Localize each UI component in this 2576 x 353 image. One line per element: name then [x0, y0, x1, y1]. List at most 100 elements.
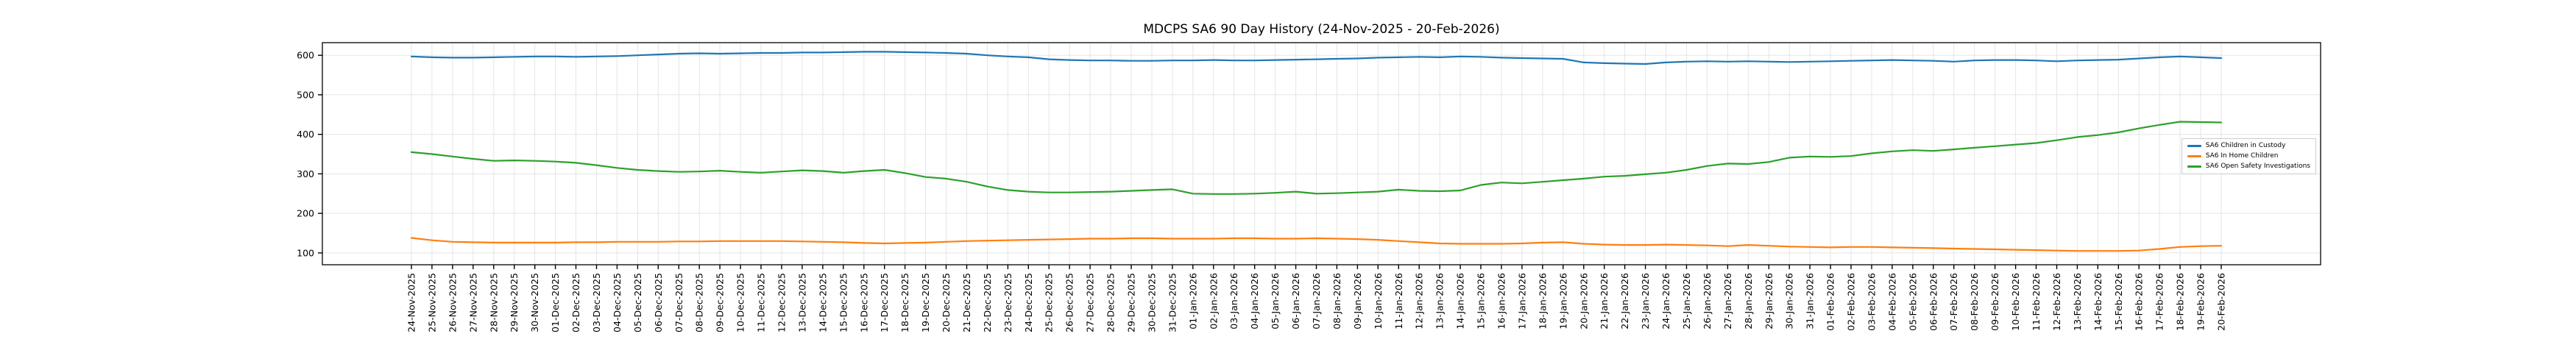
svg-text:09-Feb-2026: 09-Feb-2026 — [1989, 273, 2000, 331]
svg-text:16-Feb-2026: 16-Feb-2026 — [2134, 273, 2145, 331]
svg-text:06-Jan-2026: 06-Jan-2026 — [1290, 273, 1301, 329]
svg-text:03-Feb-2026: 03-Feb-2026 — [1866, 273, 1878, 331]
svg-text:04-Feb-2026: 04-Feb-2026 — [1886, 273, 1897, 331]
svg-text:25-Dec-2025: 25-Dec-2025 — [1044, 273, 1055, 332]
svg-text:17-Dec-2025: 17-Dec-2025 — [879, 273, 890, 332]
svg-text:15-Dec-2025: 15-Dec-2025 — [838, 273, 849, 332]
grid — [322, 43, 2321, 265]
axes-spines — [322, 42, 2321, 265]
x-tick-labels: 24-Nov-2025 25-Nov-2025 26-Nov-2025 27-Nov-… — [406, 273, 2227, 332]
svg-text:13-Feb-2026: 13-Feb-2026 — [2072, 273, 2083, 331]
svg-text:14-Jan-2026: 14-Jan-2026 — [1455, 273, 1466, 329]
svg-text:28-Dec-2025: 28-Dec-2025 — [1105, 273, 1117, 332]
svg-text:01-Jan-2026: 01-Jan-2026 — [1187, 273, 1198, 329]
svg-text:29-Dec-2025: 29-Dec-2025 — [1126, 273, 1137, 332]
svg-text:30-Jan-2026: 30-Jan-2026 — [1784, 273, 1795, 329]
svg-text:19-Feb-2026: 19-Feb-2026 — [2195, 273, 2207, 331]
ticks — [318, 54, 2222, 269]
svg-text:10-Feb-2026: 10-Feb-2026 — [2010, 273, 2021, 331]
svg-text:09-Dec-2025: 09-Dec-2025 — [715, 273, 726, 332]
svg-text:19-Dec-2025: 19-Dec-2025 — [920, 273, 931, 332]
svg-text:09-Jan-2026: 09-Jan-2026 — [1352, 273, 1363, 329]
svg-text:07-Jan-2026: 07-Jan-2026 — [1311, 273, 1322, 329]
legend-label: SA6 In Home Children — [2205, 152, 2279, 160]
svg-text:100: 100 — [297, 247, 314, 258]
svg-text:400: 400 — [297, 129, 314, 140]
legend-item-in-home-children: SA6 In Home Children — [2187, 152, 2310, 160]
svg-text:10-Jan-2026: 10-Jan-2026 — [1373, 273, 1384, 329]
svg-text:05-Feb-2026: 05-Feb-2026 — [1907, 273, 1918, 331]
svg-text:26-Dec-2025: 26-Dec-2025 — [1064, 273, 1075, 332]
svg-text:07-Feb-2026: 07-Feb-2026 — [1948, 273, 1959, 331]
svg-text:17-Jan-2026: 17-Jan-2026 — [1516, 273, 1527, 329]
svg-text:13-Jan-2026: 13-Jan-2026 — [1434, 273, 1446, 329]
svg-text:05-Jan-2026: 05-Jan-2026 — [1270, 273, 1281, 329]
svg-text:03-Dec-2025: 03-Dec-2025 — [591, 273, 602, 332]
svg-text:23-Jan-2026: 23-Jan-2026 — [1640, 273, 1651, 329]
svg-text:06-Dec-2025: 06-Dec-2025 — [653, 273, 664, 332]
svg-text:02-Feb-2026: 02-Feb-2026 — [1846, 273, 1857, 331]
svg-text:14-Feb-2026: 14-Feb-2026 — [2092, 273, 2103, 331]
svg-text:12-Jan-2026: 12-Jan-2026 — [1414, 273, 1425, 329]
svg-text:30-Nov-2025: 30-Nov-2025 — [529, 273, 540, 332]
svg-text:18-Dec-2025: 18-Dec-2025 — [899, 273, 910, 332]
svg-text:200: 200 — [297, 208, 314, 219]
svg-text:20-Jan-2026: 20-Jan-2026 — [1578, 273, 1589, 329]
svg-text:20-Feb-2026: 20-Feb-2026 — [2216, 273, 2227, 331]
svg-text:500: 500 — [297, 89, 314, 100]
svg-text:26-Nov-2025: 26-Nov-2025 — [447, 273, 458, 332]
svg-text:300: 300 — [297, 168, 314, 179]
svg-text:06-Feb-2026: 06-Feb-2026 — [1928, 273, 1939, 331]
legend-item-open-safety-investigations: SA6 Open Safety Investigations — [2187, 163, 2310, 171]
svg-text:05-Dec-2025: 05-Dec-2025 — [632, 273, 643, 332]
svg-text:24-Jan-2026: 24-Jan-2026 — [1660, 273, 1671, 329]
svg-text:08-Jan-2026: 08-Jan-2026 — [1331, 273, 1342, 329]
svg-text:16-Dec-2025: 16-Dec-2025 — [858, 273, 869, 332]
legend-line-swatch-orange — [2187, 155, 2201, 157]
y-tick-labels: 100 200 300 400 500 600 — [297, 50, 314, 259]
legend-line-swatch-blue — [2187, 145, 2201, 147]
legend: SA6 Children in Custody SA6 In Home Chil… — [2181, 138, 2316, 174]
svg-text:15-Jan-2026: 15-Jan-2026 — [1476, 273, 1487, 329]
svg-text:16-Jan-2026: 16-Jan-2026 — [1496, 273, 1507, 329]
svg-text:03-Jan-2026: 03-Jan-2026 — [1228, 273, 1239, 329]
svg-text:26-Jan-2026: 26-Jan-2026 — [1702, 273, 1713, 329]
svg-text:29-Jan-2026: 29-Jan-2026 — [1763, 273, 1774, 329]
svg-text:25-Jan-2026: 25-Jan-2026 — [1681, 273, 1692, 329]
series-line — [410, 51, 2223, 65]
svg-text:01-Dec-2025: 01-Dec-2025 — [550, 273, 561, 332]
svg-text:28-Jan-2026: 28-Jan-2026 — [1743, 273, 1754, 329]
svg-text:21-Jan-2026: 21-Jan-2026 — [1599, 273, 1610, 329]
svg-text:02-Dec-2025: 02-Dec-2025 — [570, 273, 581, 332]
svg-text:12-Dec-2025: 12-Dec-2025 — [776, 273, 788, 332]
svg-text:20-Dec-2025: 20-Dec-2025 — [941, 273, 952, 332]
svg-text:31-Dec-2025: 31-Dec-2025 — [1167, 273, 1178, 332]
series-line — [410, 237, 2223, 252]
svg-text:18-Jan-2026: 18-Jan-2026 — [1537, 273, 1548, 329]
svg-text:24-Dec-2025: 24-Dec-2025 — [1023, 273, 1034, 332]
svg-text:13-Dec-2025: 13-Dec-2025 — [796, 273, 807, 332]
svg-text:28-Nov-2025: 28-Nov-2025 — [488, 273, 499, 332]
svg-text:01-Feb-2026: 01-Feb-2026 — [1825, 273, 1836, 331]
svg-text:11-Jan-2026: 11-Jan-2026 — [1393, 273, 1404, 329]
legend-item-children-in-custody: SA6 Children in Custody — [2187, 142, 2310, 150]
legend-line-swatch-green — [2187, 165, 2201, 168]
svg-text:17-Feb-2026: 17-Feb-2026 — [2154, 273, 2165, 331]
svg-text:21-Dec-2025: 21-Dec-2025 — [961, 273, 972, 332]
svg-text:18-Feb-2026: 18-Feb-2026 — [2175, 273, 2186, 331]
svg-text:22-Jan-2026: 22-Jan-2026 — [1619, 273, 1630, 329]
svg-text:02-Jan-2026: 02-Jan-2026 — [1208, 273, 1219, 329]
svg-text:22-Dec-2025: 22-Dec-2025 — [982, 273, 993, 332]
svg-text:600: 600 — [297, 50, 314, 61]
svg-text:08-Dec-2025: 08-Dec-2025 — [694, 273, 705, 332]
legend-label: SA6 Children in Custody — [2205, 142, 2286, 149]
svg-text:19-Jan-2026: 19-Jan-2026 — [1557, 273, 1568, 329]
svg-text:04-Dec-2025: 04-Dec-2025 — [612, 273, 623, 332]
svg-text:04-Jan-2026: 04-Jan-2026 — [1249, 273, 1260, 329]
legend-label: SA6 Open Safety Investigations — [2205, 163, 2310, 170]
svg-text:11-Dec-2025: 11-Dec-2025 — [756, 273, 767, 332]
svg-text:31-Jan-2026: 31-Jan-2026 — [1805, 273, 1816, 329]
svg-text:07-Dec-2025: 07-Dec-2025 — [673, 273, 684, 332]
